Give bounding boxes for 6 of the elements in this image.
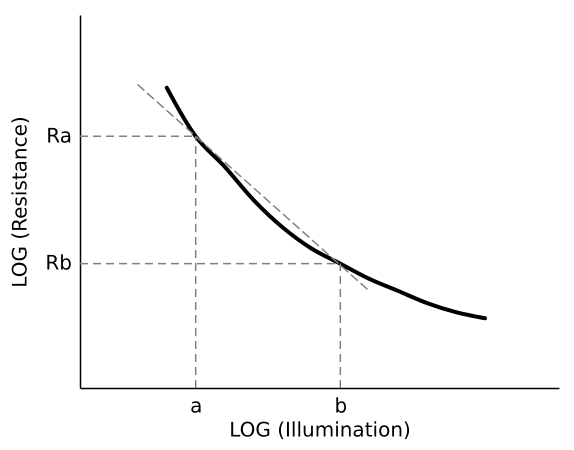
y-axis-title: LOG (Resistance)	[8, 116, 32, 288]
x-tick-label: a	[190, 394, 202, 418]
x-axis-title: LOG (Illumination)	[229, 418, 411, 442]
ref-line-label: Ra	[46, 123, 72, 148]
x-tick-label: b	[334, 394, 348, 418]
ref-line-label: Rb	[45, 250, 72, 275]
